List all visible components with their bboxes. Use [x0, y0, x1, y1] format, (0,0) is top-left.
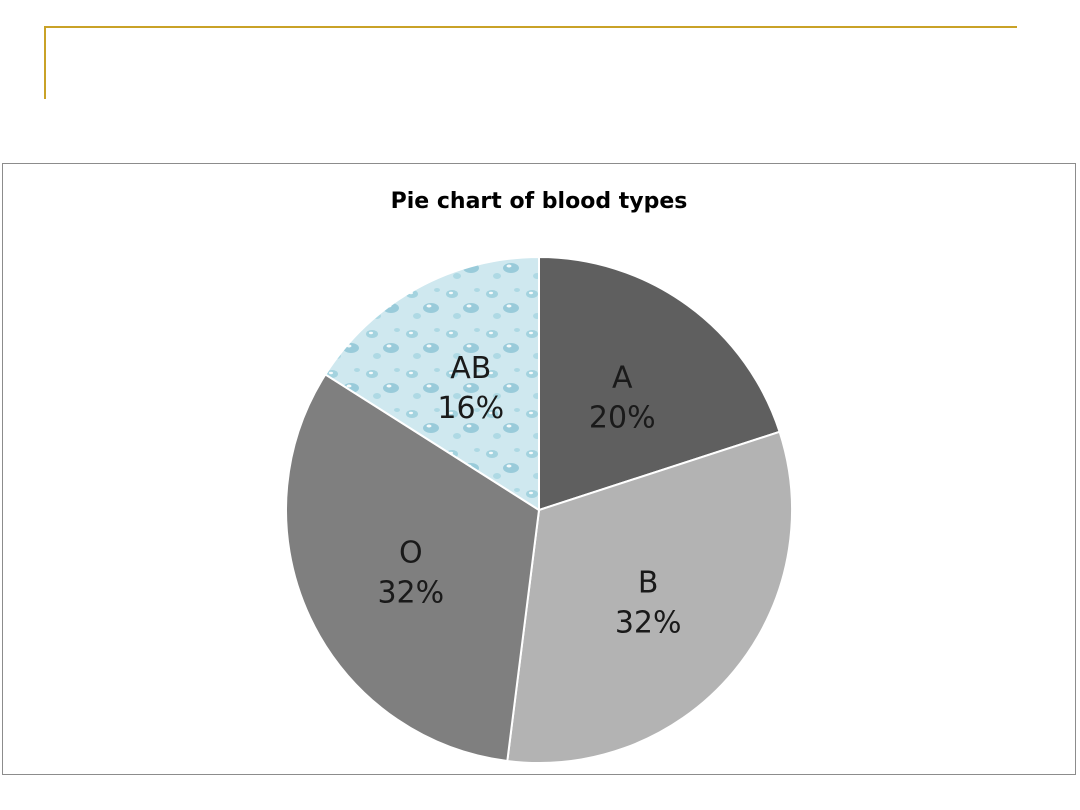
- slice-label-b: B: [638, 565, 659, 600]
- slice-label-a: A: [612, 360, 633, 395]
- pie-slice-a: [538, 255, 781, 512]
- slice-percent-o: 32%: [377, 575, 444, 610]
- pie-slice-ab: [324, 255, 540, 512]
- pie-slice-o: [285, 373, 541, 763]
- pie-labels: A 20% B 32% O 32% AB 16%: [377, 351, 681, 640]
- chart-frame: Pie chart of blood types A 20% B 32% O 32% AB 1…: [2, 163, 1076, 775]
- slice-label-o: O: [399, 535, 423, 570]
- slice-percent-a: 20%: [589, 400, 656, 435]
- slice-label-ab: AB: [450, 351, 491, 386]
- pie-slice-b: [506, 430, 793, 764]
- chart-title: Pie chart of blood types: [391, 189, 688, 214]
- pie-slices: [285, 255, 793, 764]
- slide-top-rule: [44, 26, 1017, 28]
- slide-left-rule: [44, 26, 46, 99]
- pie-chart: Pie chart of blood types A 20% B 32% O 32% AB 1…: [285, 189, 793, 764]
- slice-percent-b: 32%: [615, 605, 682, 640]
- slice-percent-ab: 16%: [437, 391, 504, 426]
